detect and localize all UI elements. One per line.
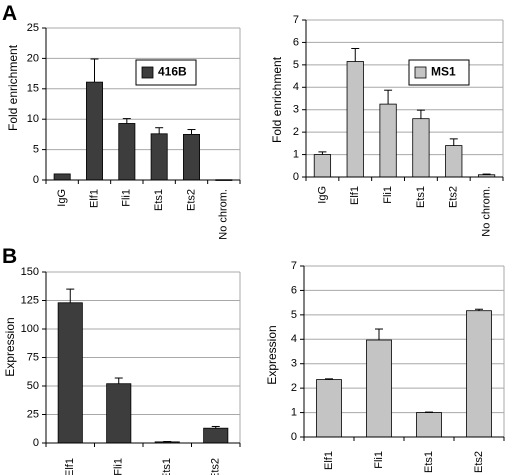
chart-b1-y-tick-label: 50: [27, 380, 39, 392]
chart-b2-y-tick-label: 7: [291, 260, 297, 272]
chart-a1-y-tick-label: 10: [27, 113, 39, 125]
chart-a2-ms1-fold-enrichment: Fold enrichment IgG Elf1 Fli1 Ets1 Ets2 No ch…: [270, 14, 504, 237]
chart-a2-bar: [379, 103, 397, 178]
chart-b2-ylabel: Expression: [265, 325, 279, 384]
chart-b1-y-tick-label: 125: [21, 294, 39, 306]
chart-a2-y-tick-label: 1: [293, 148, 299, 160]
chart-b2-y-tick-label: 4: [291, 333, 297, 345]
chart-a1-ylabel: Fold enrichment: [6, 44, 20, 131]
chart-a1-bar: [183, 133, 200, 181]
chart-b1-category-label: Ets2: [210, 458, 222, 475]
chart-a1-bar: [53, 173, 71, 181]
chart-a2-category-label: No chrom.: [480, 186, 492, 237]
chart-b2-y-tick-label: 2: [291, 382, 297, 394]
chart-a1-y-tick-label: 15: [27, 83, 39, 95]
chart-a1-category-label: No chrom.: [218, 189, 230, 240]
chart-b2-bar: [366, 339, 392, 438]
chart-a1-y-tick-label: 25: [27, 22, 39, 34]
chart-b2-bar: [316, 379, 342, 438]
chart-a1-category-label: Ets2: [185, 189, 197, 211]
chart-a1-416b-fold-enrichment: Fold enrichment IgG Elf1 Fli1 Ets1 Ets2 No ch…: [6, 22, 241, 240]
chart-a2-y-tick-label: 2: [293, 126, 299, 138]
chart-b2-category-label: Fli1: [373, 451, 385, 469]
chart-b1-y-tick-label: 150: [21, 266, 39, 278]
panel-label-a: A: [2, 2, 17, 25]
chart-a1-bar: [86, 81, 103, 181]
chart-a2-legend-label: MS1: [431, 65, 456, 79]
chart-b1-y-tick-label: 75: [27, 351, 39, 363]
chart-b2-y-tick-label: 3: [291, 358, 297, 370]
chart-a1-category-label: IgG: [56, 189, 68, 207]
chart-a2-category-label: Ets2: [448, 186, 460, 208]
chart-b2-y-tick-label: 1: [291, 406, 297, 418]
chart-a2-bar: [412, 118, 430, 178]
chart-b2-bar: [466, 310, 492, 438]
chart-b2-expression: Expression Elf1 Fli1 Ets1 Ets2 0 1 2 3 4 5 6 7: [265, 260, 505, 473]
chart-a1-legend-label: 416B: [158, 65, 187, 79]
chart-b1-bar: [203, 427, 229, 444]
chart-a2-ylabel: Fold enrichment: [270, 56, 284, 143]
chart-b2-y-tick-label: 6: [291, 284, 297, 296]
chart-b1-bar: [57, 302, 83, 444]
chart-b1-expression: Expression Elf1 Fli1 Ets1 Ets2 0 25 50 75 100 125…: [3, 266, 241, 475]
chart-a1-bar: [118, 123, 136, 181]
chart-b2-bar: [416, 412, 442, 438]
chart-a1-y-tick-label: 0: [33, 174, 39, 186]
chart-b2-category-label: Ets1: [423, 451, 435, 473]
chart-b1-category-label: Fli1: [113, 458, 125, 475]
panel-label-b: B: [2, 245, 17, 268]
chart-a1-y-tick-label: 5: [33, 144, 39, 156]
chart-a2-y-tick-label: 6: [293, 36, 299, 48]
chart-a1-bar: [150, 133, 168, 181]
chart-a2-category-label: Ets1: [415, 186, 427, 208]
chart-a2-y-tick-label: 4: [293, 81, 299, 93]
chart-a1-legend: 416B: [135, 59, 197, 86]
chart-b2-category-label: Ets2: [473, 451, 485, 473]
chart-b1-bar: [106, 383, 132, 444]
chart-a2-category-label: IgG: [316, 186, 328, 204]
chart-a2-bar: [346, 61, 364, 178]
chart-b1-ylabel: Expression: [3, 317, 17, 376]
chart-a1-category-label: Ets1: [153, 189, 165, 211]
chart-a1-category-label: Elf1: [88, 189, 100, 208]
chart-a2-legend-swatch: [414, 66, 427, 79]
chart-b1-y-tick-label: 25: [27, 408, 39, 420]
chart-b1-category-label: Elf1: [64, 458, 76, 475]
chart-a1-category-label: Fli1: [121, 189, 133, 207]
chart-b2-y-tick-label: 0: [291, 431, 297, 443]
chart-b2-y-tick-label: 5: [291, 309, 297, 321]
chart-a2-category-label: Elf1: [349, 186, 361, 205]
chart-a2-y-tick-label: 3: [293, 104, 299, 116]
chart-a1-y-tick-label: 20: [27, 52, 39, 64]
chart-a2-y-tick-label: 5: [293, 59, 299, 71]
chart-a2-category-label: Fli1: [382, 186, 394, 204]
chart-a1-legend-swatch: [141, 66, 154, 79]
chart-a2-bar: [445, 145, 463, 178]
chart-a2-y-tick-label: 0: [293, 171, 299, 183]
chart-a2-legend: MS1: [408, 59, 470, 86]
chart-b1-y-tick-label: 0: [33, 437, 39, 449]
chart-b1-category-label: Ets1: [161, 458, 173, 475]
chart-b2-category-label: Elf1: [323, 451, 335, 470]
chart-a2-y-tick-label: 7: [293, 14, 299, 26]
chart-b1-y-tick-label: 100: [21, 323, 39, 335]
chart-a2-bar: [313, 154, 332, 178]
